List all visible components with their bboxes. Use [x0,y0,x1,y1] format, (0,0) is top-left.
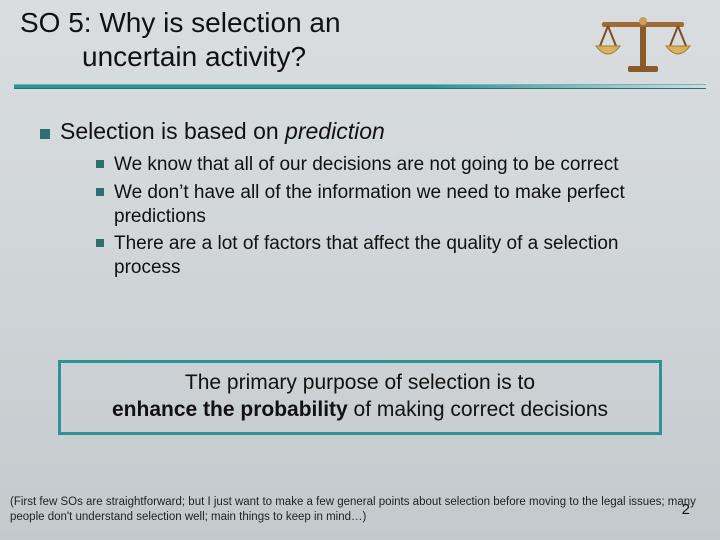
footnote-text: (First few SOs are straightforward; but … [10,495,710,524]
bullet-square-icon [40,129,50,139]
callout-bold: enhance the probability [112,398,348,421]
main-bullet-emphasis: prediction [285,118,385,144]
title-line-1: SO 5: Why is selection an [20,7,341,38]
sub-bullet-text: There are a lot of factors that affect t… [114,232,656,280]
sub-bullet-text: We don’t have all of the information we … [114,181,656,229]
sub-bullet: We know that all of our decisions are no… [96,153,656,177]
sub-bullet-list: We know that all of our decisions are no… [96,153,690,280]
bullet-square-icon [96,239,104,247]
main-bullet: Selection is based on prediction [40,118,690,145]
sub-bullet: We don’t have all of the information we … [96,181,656,229]
content-area: Selection is based on prediction We know… [40,118,690,284]
title-line-2: uncertain activity? [20,40,500,74]
main-bullet-text: Selection is based on prediction [60,118,385,145]
slide-title: SO 5: Why is selection an uncertain acti… [20,6,500,73]
bullet-square-icon [96,188,104,196]
sub-bullet: There are a lot of factors that affect t… [96,232,656,280]
slide-title-area: SO 5: Why is selection an uncertain acti… [0,0,500,73]
divider-bar [14,84,706,89]
callout-after: of making correct decisions [348,398,608,421]
sub-bullet-text: We know that all of our decisions are no… [114,153,618,177]
main-bullet-prefix: Selection is based on [60,118,285,144]
callout-line-1: The primary purpose of selection is to [185,371,535,394]
page-number: 2 [682,501,690,518]
bullet-square-icon [96,160,104,168]
scales-icon [588,6,698,76]
callout-box: The primary purpose of selection is to e… [58,360,662,435]
